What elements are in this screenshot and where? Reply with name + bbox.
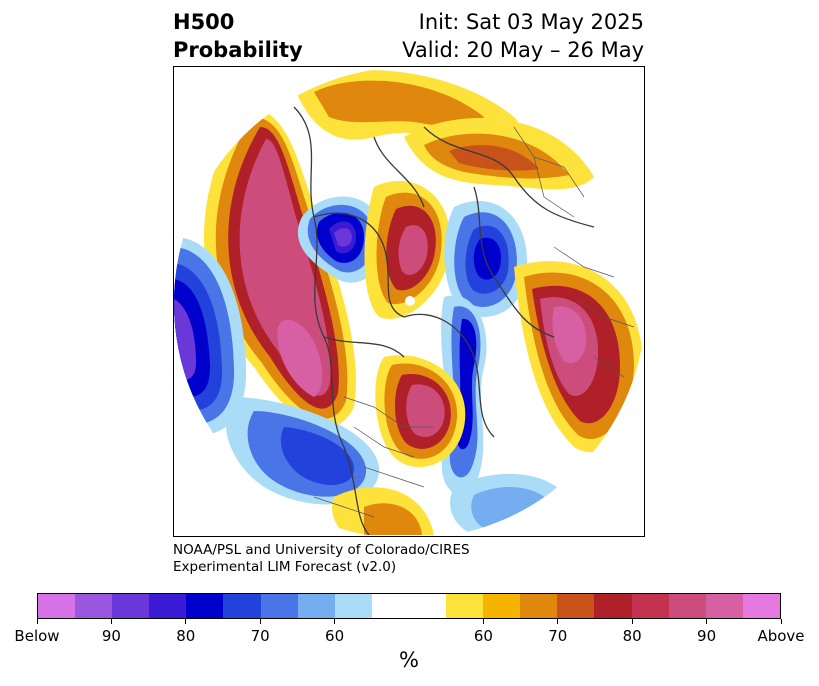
colorbar-tick-label: 90 <box>101 627 121 645</box>
colorbar-tick-label: 80 <box>176 627 196 645</box>
colorbar-segment <box>149 594 187 618</box>
colorbar-segment <box>557 594 595 618</box>
credit-line-1: NOAA/PSL and University of Colorado/CIRE… <box>173 542 470 558</box>
colorbar-tick <box>482 619 484 624</box>
colorbar-tick <box>780 619 782 624</box>
colorbar-segment <box>334 594 372 618</box>
colorbar-tick-label: Below <box>14 627 60 645</box>
probability-colorbar <box>37 593 781 619</box>
colorbar-tick <box>110 619 112 624</box>
colorbar-tick-label: 70 <box>250 627 270 645</box>
colorbar-segment <box>371 594 447 618</box>
colorbar-segment <box>705 594 743 618</box>
colorbar-tick <box>557 619 559 624</box>
colorbar-segment <box>112 594 150 618</box>
map-title: H500 Probability <box>173 8 303 64</box>
polar-map-svg <box>174 67 643 535</box>
colorbar-segment <box>260 594 298 618</box>
colorbar-tick-label: Above <box>757 627 805 645</box>
colorbar-segment <box>742 594 780 618</box>
colorbar-tick <box>334 619 336 624</box>
title-type: Probability <box>173 38 303 62</box>
colorbar-tick <box>259 619 261 624</box>
colorbar-tick-label: 80 <box>622 627 642 645</box>
colorbar-segment <box>223 594 261 618</box>
colorbar-segment <box>446 594 484 618</box>
probability-map <box>173 66 645 537</box>
init-date: Init: Sat 03 May 2025 <box>418 10 644 34</box>
colorbar-segment <box>297 594 335 618</box>
colorbar-segment <box>631 594 669 618</box>
colorbar-tick-label: 60 <box>473 627 493 645</box>
colorbar-segment <box>594 594 632 618</box>
colorbar-tick <box>706 619 708 624</box>
colorbar-tick-label: 60 <box>325 627 345 645</box>
colorbar-tick-label: 90 <box>697 627 717 645</box>
credit-text: NOAA/PSL and University of Colorado/CIRE… <box>173 542 470 576</box>
colorbar-segment <box>75 594 113 618</box>
colorbar-segment <box>483 594 521 618</box>
title-variable: H500 <box>173 10 235 34</box>
forecast-dates: Init: Sat 03 May 2025 Valid: 20 May – 26… <box>402 8 644 64</box>
colorbar-tick <box>36 619 38 624</box>
colorbar-tick <box>631 619 633 624</box>
credit-line-2: Experimental LIM Forecast (v2.0) <box>173 559 397 575</box>
valid-range: Valid: 20 May – 26 May <box>402 38 644 62</box>
colorbar-segment <box>38 594 76 618</box>
colorbar-unit: % <box>399 648 419 672</box>
colorbar-tick <box>185 619 187 624</box>
colorbar-tick-label: 70 <box>548 627 568 645</box>
colorbar-segment <box>520 594 558 618</box>
colorbar-segment <box>186 594 224 618</box>
colorbar-segment <box>668 594 706 618</box>
